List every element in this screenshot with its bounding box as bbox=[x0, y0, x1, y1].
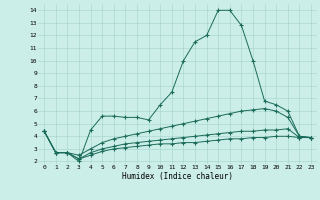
X-axis label: Humidex (Indice chaleur): Humidex (Indice chaleur) bbox=[122, 172, 233, 181]
